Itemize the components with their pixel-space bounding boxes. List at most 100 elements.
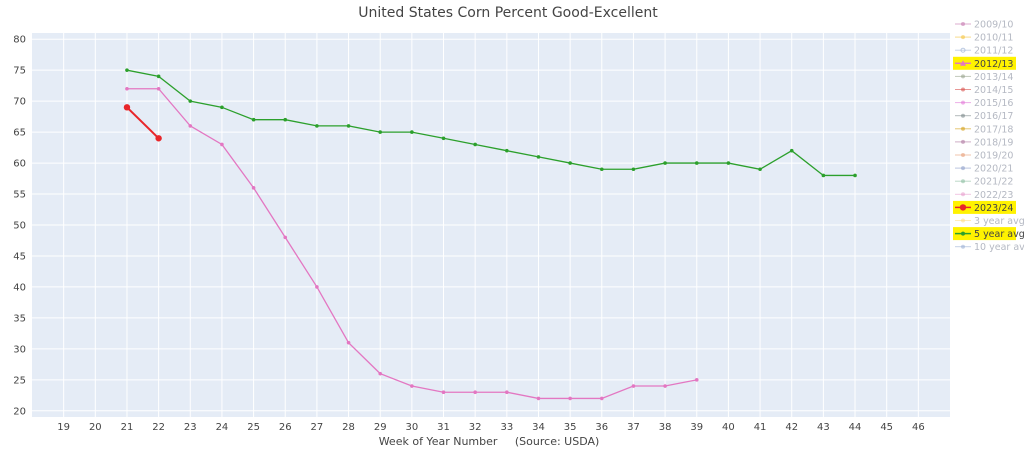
series-line (126, 106, 160, 140)
legend-item[interactable]: 2023/24 (953, 200, 1016, 214)
x-tick-label: 32 (469, 422, 482, 433)
series-2023-24 (123, 104, 162, 142)
data-point (156, 74, 161, 79)
data-point (821, 173, 826, 178)
legend-item[interactable]: 2016/17 (955, 111, 1013, 122)
legend-item[interactable]: 2017/18 (955, 124, 1013, 135)
data-point (726, 161, 731, 165)
x-tick-label: 30 (405, 422, 418, 433)
legend-marker (961, 244, 965, 249)
legend-marker (960, 47, 966, 53)
legend-marker (961, 113, 965, 118)
y-tick-label: 25 (13, 375, 26, 386)
data-point (758, 167, 762, 172)
legend-label: 2015/16 (974, 98, 1013, 109)
legend-item[interactable]: 2018/19 (955, 137, 1013, 148)
legend-triangle-marker (960, 60, 966, 66)
x-axis-label: Week of Year Number (Source: USDA) (379, 435, 600, 448)
legend[interactable]: 2009/10 2010/11 2011/12 2012/13 2013/14 2014/… (953, 20, 1024, 254)
y-tick-label: 80 (13, 35, 26, 46)
y-axis: 20 25 30 35 40 45 50 55 60 65 70 75 80 (13, 35, 26, 418)
data-point (346, 124, 351, 128)
x-tick-label: 41 (754, 422, 767, 433)
x-tick-label: 36 (595, 422, 608, 433)
series-2012-13 (125, 86, 699, 401)
legend-label: 2019/20 (974, 151, 1013, 162)
legend-item[interactable]: 2011/12 (955, 46, 1013, 57)
data-point (220, 105, 224, 110)
x-axis: 19 20 21 22 23 24 25 26 27 28 29 30 31 32 33 34 35 36 37 38… (57, 422, 924, 433)
legend-item[interactable]: 3 year avg (955, 216, 1024, 227)
data-point (410, 130, 414, 134)
legend-item[interactable]: 2021/22 (955, 177, 1013, 188)
legend-item[interactable]: 5 year avg (953, 227, 1024, 241)
legend-item[interactable]: 2014/15 (955, 85, 1013, 96)
x-tick-label: 31 (437, 422, 450, 433)
legend-label: 2017/18 (974, 124, 1013, 135)
legend-marker (961, 166, 965, 171)
y-tick-label: 55 (13, 190, 26, 201)
plot-area (32, 33, 950, 417)
data-point (568, 396, 572, 401)
y-tick-label: 70 (13, 97, 26, 108)
legend-label: 10 year avg (974, 242, 1024, 253)
data-point (125, 86, 129, 91)
legend-item[interactable]: 2012/13 (953, 56, 1016, 70)
legend-item[interactable]: 2013/14 (955, 72, 1013, 83)
chart-title: United States Corn Percent Good-Excellen… (358, 5, 658, 21)
legend-item[interactable]: 2009/10 (955, 20, 1013, 31)
data-point (251, 117, 256, 122)
data-point (473, 142, 477, 147)
legend-marker (961, 153, 965, 157)
data-point (853, 173, 857, 178)
data-point (283, 117, 288, 122)
legend-item[interactable]: 2020/21 (955, 164, 1013, 175)
x-tick-label: 22 (152, 422, 165, 433)
legend-item[interactable]: 2010/11 (955, 33, 1013, 44)
legend-label: 2013/14 (974, 72, 1013, 83)
y-tick-label: 45 (13, 251, 26, 262)
data-point (536, 396, 541, 401)
series-layer (123, 68, 857, 401)
data-point (156, 86, 161, 91)
legend-label: 2014/15 (974, 85, 1013, 96)
legend-marker (959, 204, 967, 211)
legend-label: 2016/17 (974, 111, 1013, 122)
x-tick-label: 46 (912, 422, 925, 433)
legend-label: 2023/24 (974, 203, 1013, 214)
x-tick-label: 27 (311, 422, 324, 433)
legend-label: 2012/13 (974, 59, 1013, 70)
y-tick-label: 35 (13, 313, 26, 324)
data-point (568, 161, 572, 165)
legend-label: 2020/21 (974, 164, 1013, 175)
data-point (123, 104, 131, 111)
x-tick-label: 34 (532, 422, 545, 433)
series-line (126, 69, 856, 177)
x-tick-label: 35 (564, 422, 577, 433)
legend-marker (961, 87, 965, 92)
legend-marker (961, 231, 965, 236)
x-tick-label: 40 (722, 422, 735, 433)
legend-label: 2011/12 (974, 46, 1013, 57)
legend-item[interactable]: 2022/23 (955, 190, 1013, 201)
x-tick-label: 44 (849, 422, 862, 433)
data-point (505, 390, 509, 395)
legend-item[interactable]: 2015/16 (955, 98, 1013, 109)
data-point (188, 99, 193, 103)
data-point (315, 124, 319, 128)
legend-marker (961, 139, 965, 144)
y-tick-label: 20 (13, 406, 26, 417)
x-tick-label: 37 (627, 422, 640, 433)
x-tick-label: 25 (247, 422, 260, 433)
legend-item[interactable]: 10 year avg (955, 242, 1024, 253)
data-point (378, 371, 383, 376)
legend-item[interactable]: 2019/20 (955, 151, 1013, 162)
series-5-year-avg (125, 68, 857, 178)
legend-label: 2009/10 (974, 20, 1013, 31)
data-point (220, 142, 224, 147)
x-tick-label: 29 (374, 422, 387, 433)
y-tick-label: 60 (13, 159, 26, 170)
data-point (663, 384, 667, 388)
legend-label: 2021/22 (974, 177, 1013, 188)
data-point (473, 390, 477, 395)
